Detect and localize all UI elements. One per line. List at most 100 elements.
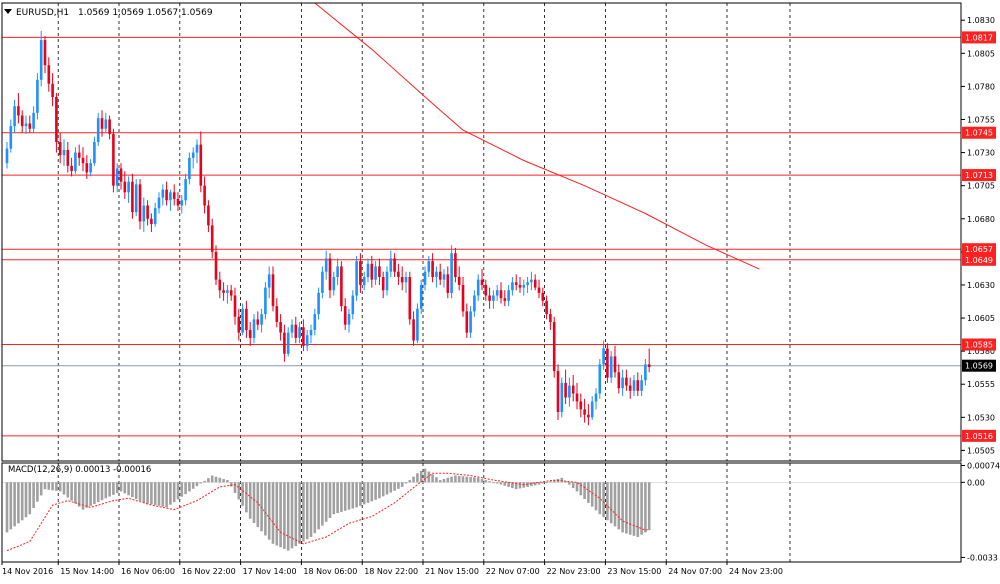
bear-candle: [343, 298, 347, 330]
bear-candle: [172, 184, 176, 206]
candle-body: [77, 152, 81, 158]
bull-candle: [336, 258, 339, 285]
level-price-label: 1.0817: [965, 33, 993, 42]
macd-label: MACD(12,26,9) 0.00013 -0.00016: [8, 465, 151, 475]
macd-bar: [484, 480, 488, 483]
macd-bar: [442, 478, 446, 483]
candle-body: [24, 123, 28, 127]
macd-bar: [233, 482, 237, 493]
candle-body: [203, 185, 206, 206]
bear-candle: [233, 287, 237, 325]
macd-bar: [286, 482, 290, 551]
candle-body: [264, 287, 267, 315]
bull-candle: [385, 266, 389, 296]
candle-body: [36, 79, 39, 113]
bull-candle: [423, 266, 427, 291]
candle-body: [233, 295, 237, 317]
candle-body: [347, 314, 351, 325]
macd-bar: [28, 482, 32, 515]
bear-candle: [199, 131, 203, 193]
current-price-box: [962, 359, 996, 372]
macd-bar: [628, 482, 632, 535]
time-tick-label: 24 Nov 07:00: [668, 567, 722, 576]
candle-body: [537, 287, 541, 293]
bear-candle: [552, 316, 556, 378]
bear-candle: [393, 253, 396, 278]
macd-bar: [17, 482, 20, 524]
bull-candle: [305, 329, 309, 352]
macd-bar: [112, 482, 115, 495]
time-tick-label: 18 Nov 22:00: [364, 567, 418, 576]
candle-body: [70, 165, 73, 172]
macd-bar: [435, 477, 438, 483]
macd-bar: [279, 482, 282, 548]
macd-bar: [640, 482, 643, 535]
bull-candle: [560, 377, 564, 418]
bear-candle: [294, 316, 298, 344]
price-tick-label: 1.0755: [967, 115, 995, 124]
level-price-box: [962, 31, 996, 44]
macd-bar: [309, 482, 313, 537]
macd-bar: [625, 482, 628, 534]
bear-candle: [549, 308, 552, 330]
macd-bar: [530, 482, 533, 487]
bear-candle: [210, 218, 214, 259]
macd-bar: [370, 482, 374, 502]
macd-bar: [169, 482, 172, 505]
bull-candle: [134, 179, 138, 217]
bull-candle: [492, 290, 495, 309]
macd-bar: [32, 482, 35, 508]
macd-bar: [51, 482, 54, 491]
candle-body: [514, 282, 518, 285]
candle-body: [332, 277, 336, 291]
bear-candle: [55, 93, 58, 153]
macd-bar: [549, 481, 552, 483]
dropdown-triangle-icon[interactable]: [4, 9, 12, 14]
candle-body: [609, 356, 613, 378]
bull-candle: [602, 340, 605, 370]
time-tick-label: 21 Nov 15:00: [425, 567, 479, 576]
candle-body: [404, 277, 408, 283]
macd-bar: [108, 482, 111, 497]
macd-bar: [119, 482, 123, 492]
bear-candle: [438, 263, 442, 285]
bull-candle: [332, 271, 336, 296]
candle-body: [180, 200, 184, 206]
candle-body: [39, 40, 43, 80]
bull-candle: [260, 308, 263, 333]
bear-candle: [119, 163, 123, 190]
macd-bar: [24, 482, 28, 518]
bull-candle: [290, 319, 294, 338]
candle-body: [552, 322, 556, 371]
candle-body: [389, 258, 393, 272]
bear-candle: [545, 295, 548, 320]
candle-body: [503, 298, 507, 301]
bear-candle: [499, 282, 503, 304]
level-price-label: 1.0516: [965, 432, 993, 441]
candle-body: [351, 295, 355, 315]
candle-body: [43, 40, 47, 66]
candle-body: [100, 118, 104, 129]
candle-body: [252, 319, 256, 338]
bull-candle: [157, 192, 161, 214]
bull-candle: [419, 279, 423, 315]
macd-bar: [36, 482, 39, 502]
bear-candle: [378, 258, 381, 285]
bear-candle: [77, 144, 81, 166]
macd-bar: [397, 482, 400, 489]
bear-candle: [214, 245, 218, 285]
candle-body: [305, 335, 309, 346]
macd-bar: [583, 482, 586, 500]
macd-bar: [381, 482, 385, 497]
macd-bar: [172, 482, 176, 503]
bull-candle: [191, 147, 195, 169]
macd-bar: [469, 477, 472, 483]
price-tick-label: 1.0580: [967, 347, 995, 356]
macd-bar: [58, 482, 62, 492]
bull-candle: [226, 284, 229, 304]
macd-bar: [480, 478, 484, 483]
price-tick-label: 1.0705: [967, 182, 995, 191]
macd-bar: [305, 482, 309, 540]
moving-average-line: [314, 2, 760, 270]
macd-bar: [518, 482, 522, 489]
